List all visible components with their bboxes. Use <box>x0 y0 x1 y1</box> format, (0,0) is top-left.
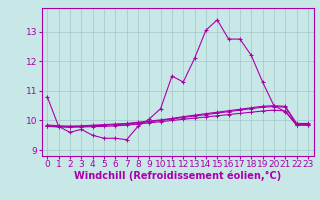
X-axis label: Windchill (Refroidissement éolien,°C): Windchill (Refroidissement éolien,°C) <box>74 171 281 181</box>
